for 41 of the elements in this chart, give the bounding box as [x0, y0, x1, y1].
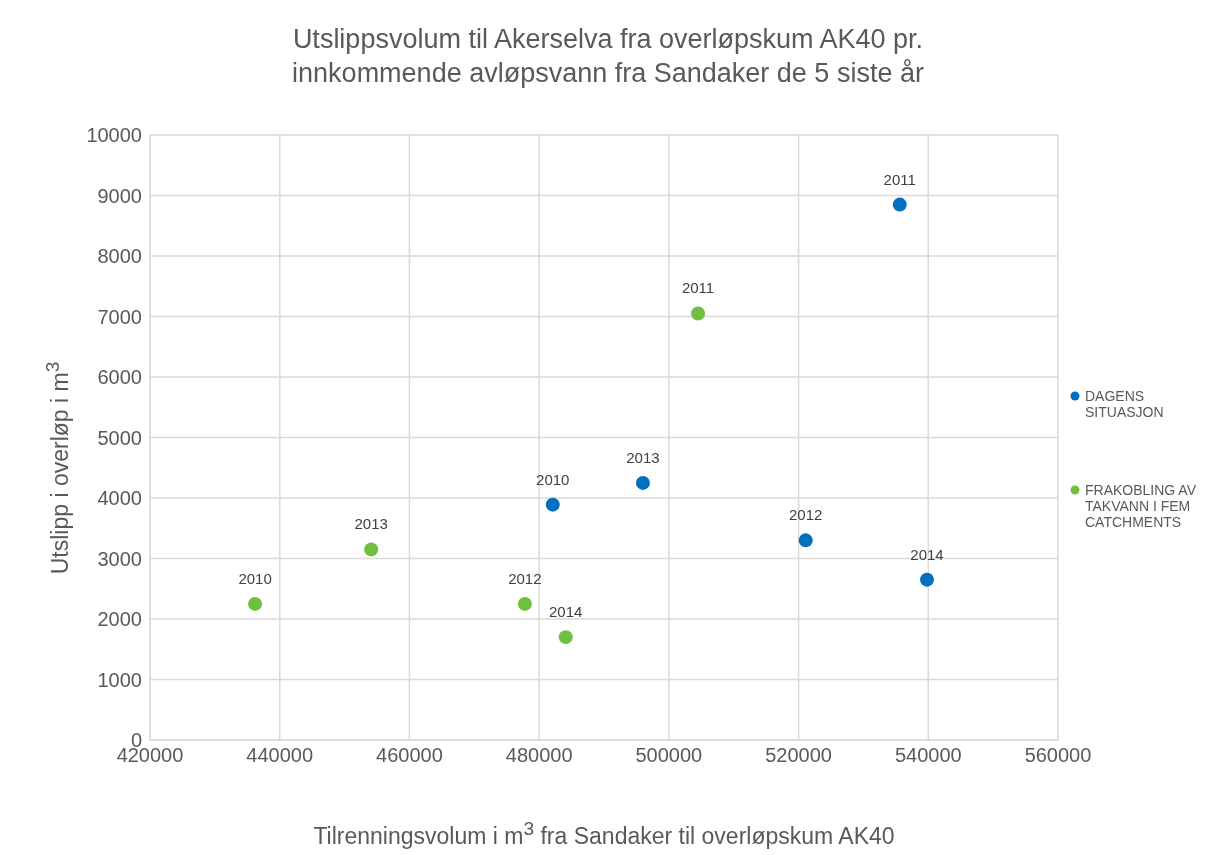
annotation: 2014	[910, 545, 944, 563]
x-tick-label: 480000	[505, 744, 573, 767]
y-tick-label: 3000	[97, 547, 142, 570]
annotation: 2010	[238, 569, 272, 587]
legend-label: FRAKOBLING AV TAKVANN I FEM CATCHMENTS	[1085, 482, 1197, 530]
annotation: 2011	[883, 170, 916, 188]
y-tick-label: 10000	[86, 124, 142, 147]
point	[517, 596, 532, 611]
point	[248, 596, 263, 611]
point	[364, 542, 379, 557]
annotation: 2014	[549, 603, 583, 621]
y-tick-label: 8000	[97, 245, 142, 268]
y-tick-label: 4000	[97, 487, 142, 510]
x-tick-label: 520000	[765, 744, 832, 767]
point	[558, 630, 573, 645]
chart-title: Utslippsvolum til Akerselva fra overløpskum AK40 pr. innkommende avløpsvann fra Sandaker de 5 siste år	[291, 23, 925, 90]
y-tick-label: 6000	[97, 366, 142, 389]
x-tick-label: 460000	[376, 744, 443, 767]
x-tick-label: 560000	[1024, 744, 1092, 767]
x-tick-label: 440000	[246, 744, 314, 767]
annotation: 2011	[681, 279, 715, 297]
annotation: 2013	[354, 515, 388, 533]
point	[545, 497, 560, 512]
y-tick-label: 5000	[97, 426, 142, 449]
x-tick-label: 500000	[635, 744, 703, 767]
x-tick-label: 540000	[894, 744, 962, 767]
point	[892, 197, 907, 212]
point	[919, 572, 934, 587]
x-axis-title: Tilrenningsvolum i m$^{3}$ fra Sandaker til overløpskum AK40	[312, 818, 896, 850]
annotation: 2012	[789, 506, 823, 524]
annotation: 2010	[536, 470, 570, 488]
annotation: 2013	[626, 448, 660, 466]
y-tick-label: 9000	[97, 184, 142, 207]
annotation: 2012	[508, 569, 542, 587]
y-tick-label: 1000	[97, 668, 142, 691]
point	[798, 533, 813, 548]
y-tick-label: 2000	[97, 608, 142, 631]
y-tick-label: 7000	[97, 305, 142, 328]
legend-label: DAGENS SITUASJON	[1085, 388, 1165, 420]
point	[691, 306, 706, 321]
point	[635, 475, 650, 490]
